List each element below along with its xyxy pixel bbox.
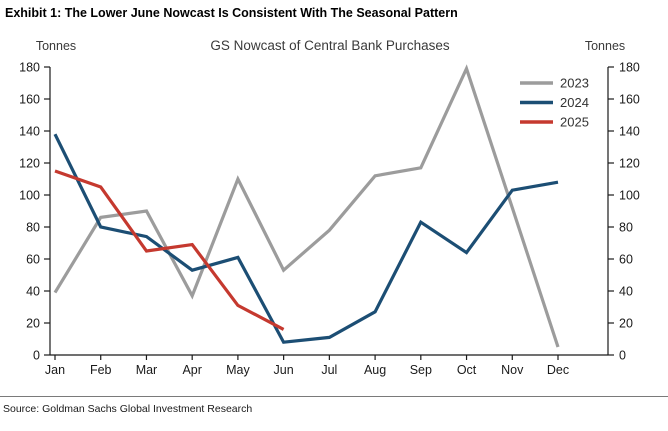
right-axis-unit-label: Tonnes — [585, 39, 625, 53]
x-tick-label: Sep — [410, 363, 432, 377]
nowcast-line-chart: Tonnes GS Nowcast of Central Bank Purcha… — [19, 38, 640, 378]
y-tick-label-right: 40 — [619, 285, 633, 299]
x-tick-label: Aug — [364, 363, 386, 377]
legend-label-2023: 2023 — [560, 76, 589, 91]
series-line-2023 — [53, 64, 560, 348]
x-tick-label: Jan — [45, 363, 65, 377]
y-tick-label-left: 140 — [19, 125, 40, 139]
legend-label-2024: 2024 — [560, 95, 589, 110]
y-tick-label-right: 140 — [619, 125, 640, 139]
legend: 2023 2024 2025 — [520, 76, 589, 130]
source-divider — [0, 396, 668, 397]
x-tick-label: Jun — [274, 363, 294, 377]
x-tick-label: Nov — [501, 363, 524, 377]
y-tick-label-right: 160 — [619, 93, 640, 107]
exhibit-title: Exhibit 1: The Lower June Nowcast Is Con… — [5, 6, 458, 20]
series-line-2025 — [54, 169, 285, 331]
y-tick-label-right: 120 — [619, 157, 640, 171]
y-tick-label-left: 40 — [26, 285, 40, 299]
x-tick-label: Mar — [136, 363, 158, 377]
y-tick-label-left: 100 — [19, 189, 40, 203]
y-tick-label-left: 160 — [19, 93, 40, 107]
y-tick-label-left: 180 — [19, 61, 40, 75]
y-tick-label-right: 180 — [619, 61, 640, 75]
y-tick-label-left: 20 — [26, 317, 40, 331]
y-tick-label-left: 120 — [19, 157, 40, 171]
y-tick-label-right: 60 — [619, 253, 633, 267]
y-tick-label-right: 80 — [619, 221, 633, 235]
series-lines — [53, 64, 560, 348]
x-tick-label: Apr — [182, 363, 201, 377]
chart-title: GS Nowcast of Central Bank Purchases — [210, 38, 450, 53]
source-text: Source: Goldman Sachs Global Investment … — [3, 403, 253, 415]
axes: 0 0 20 20 40 40 60 60 80 80 100 100 120 120 140 140 160 1… — [19, 61, 640, 378]
left-axis-unit-label: Tonnes — [36, 39, 76, 53]
x-tick-label: Feb — [90, 363, 112, 377]
y-tick-label-right: 20 — [619, 317, 633, 331]
y-tick-label-right: 0 — [619, 349, 626, 363]
series-line-2024 — [53, 133, 559, 344]
y-tick-label-left: 80 — [26, 221, 40, 235]
x-tick-label: Jul — [321, 363, 337, 377]
y-tick-label-right: 100 — [619, 189, 640, 203]
x-tick-label: Oct — [457, 363, 477, 377]
x-tick-label: Dec — [547, 363, 569, 377]
y-tick-label-left: 60 — [26, 253, 40, 267]
legend-label-2025: 2025 — [560, 115, 589, 130]
y-tick-label-left: 0 — [33, 349, 40, 363]
x-tick-label: May — [226, 363, 250, 377]
